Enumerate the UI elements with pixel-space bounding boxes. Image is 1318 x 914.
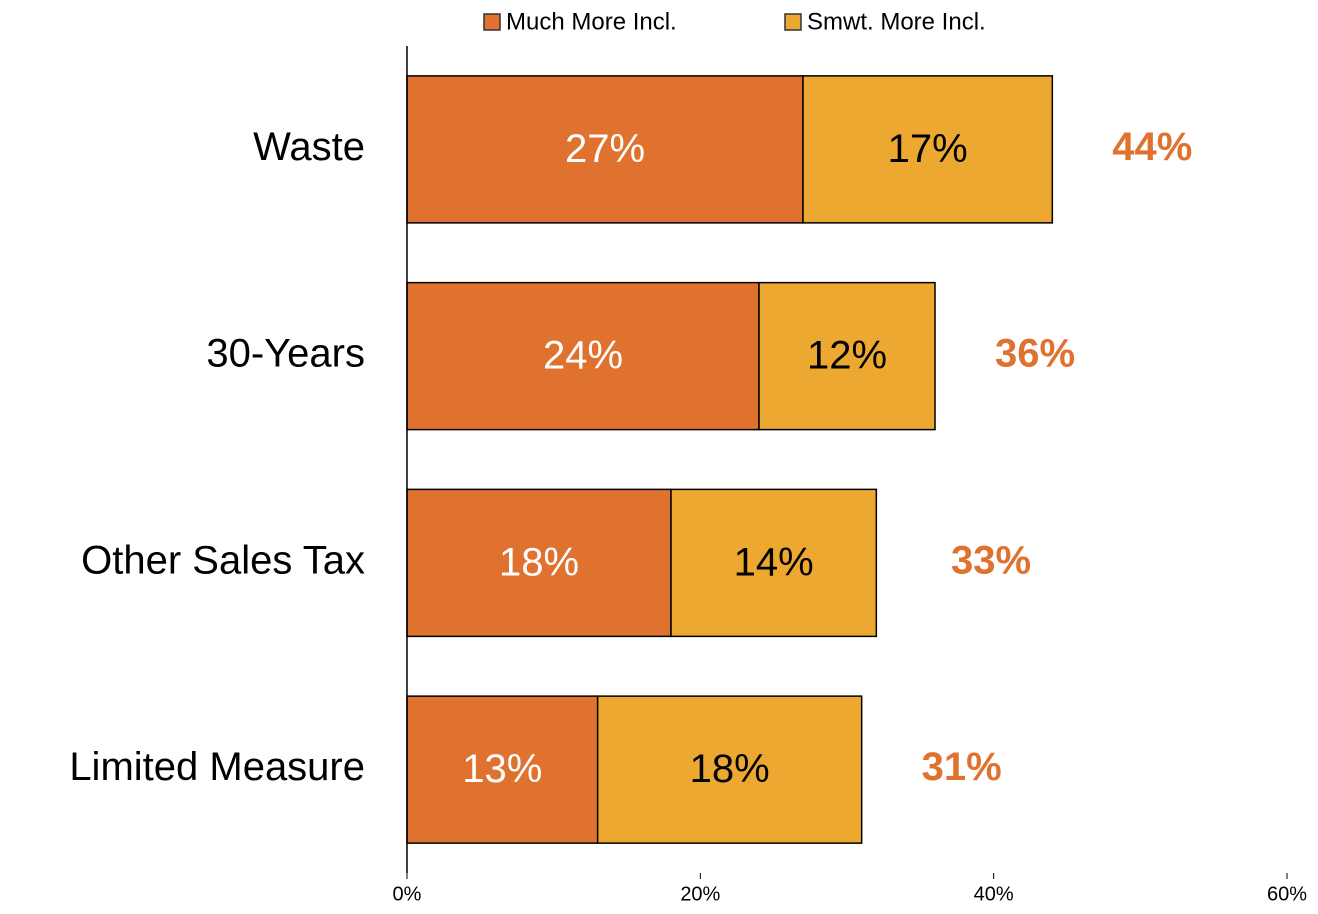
legend-label: Much More Incl.	[506, 8, 677, 35]
x-tick-label: 60%	[1267, 883, 1307, 905]
bar-segment	[670, 488, 878, 638]
bar-segment	[406, 281, 760, 431]
category-label: Other Sales Tax	[81, 538, 365, 582]
total-label: 33%	[951, 538, 1031, 582]
bar-segment	[406, 75, 804, 224]
bar-value-label: 14%	[734, 540, 814, 584]
category-label: Waste	[253, 125, 365, 169]
bar-segment	[758, 281, 936, 431]
total-label: 31%	[922, 745, 1002, 789]
legend-label: Smwt. More Incl.	[807, 8, 986, 35]
legend-swatch	[483, 13, 501, 31]
bar-value-label: 12%	[807, 334, 887, 378]
total-label: 36%	[995, 332, 1075, 376]
bar-value-label: 27%	[565, 127, 645, 171]
bar-value-label: 24%	[543, 334, 623, 378]
category-label: 30-Years	[206, 332, 365, 376]
legend-swatch	[784, 13, 802, 31]
bar-segment	[596, 695, 863, 844]
total-label: 44%	[1112, 125, 1192, 169]
bar-value-label: 18%	[499, 540, 579, 584]
bar-value-label: 13%	[462, 747, 542, 791]
bar-segment	[802, 75, 1054, 224]
bar-segment	[406, 695, 599, 844]
category-label: Limited Measure	[69, 745, 365, 789]
x-tick-label: 0%	[393, 883, 422, 905]
x-tick-label: 20%	[680, 883, 720, 905]
bar-value-label: 18%	[690, 747, 770, 791]
bar-value-label: 17%	[888, 127, 968, 171]
x-tick-label: 40%	[974, 883, 1014, 905]
